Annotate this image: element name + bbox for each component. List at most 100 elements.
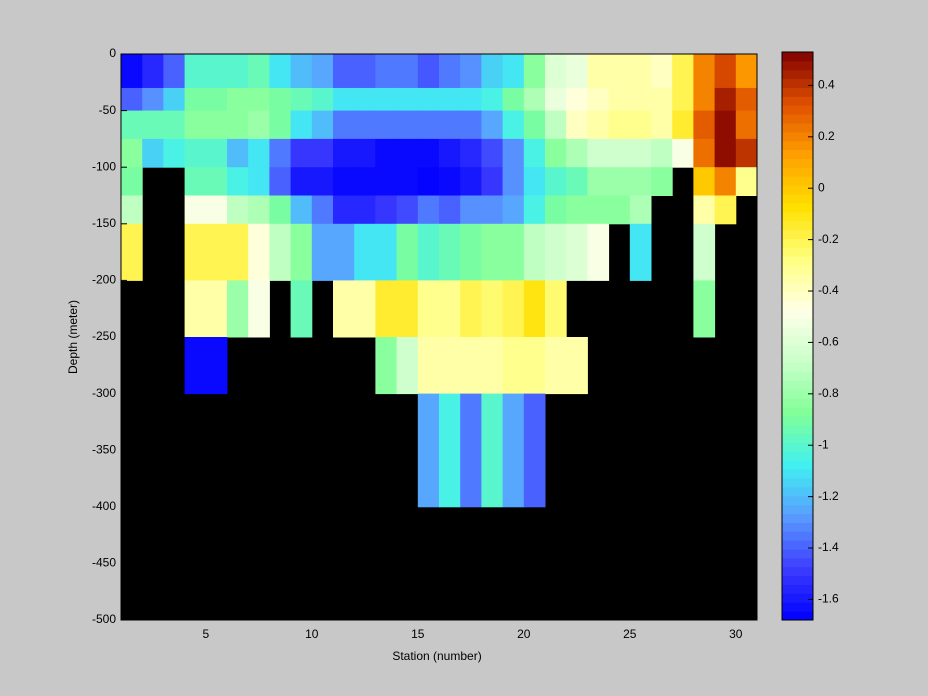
heat-cell xyxy=(523,110,546,140)
colorbar-swatch xyxy=(782,398,813,408)
heat-cell xyxy=(417,393,440,508)
heat-cell xyxy=(735,110,758,140)
heat-cell xyxy=(333,54,355,89)
heat-cell xyxy=(714,195,737,225)
heat-cell xyxy=(333,195,355,225)
heat-cell xyxy=(523,223,546,281)
heat-cell xyxy=(439,337,461,395)
colorbar-tick-label: 0.2 xyxy=(818,129,835,143)
colorbar-swatch xyxy=(782,424,813,435)
heat-cell xyxy=(333,280,355,338)
colorbar-tick-label: -1.2 xyxy=(818,489,839,503)
heat-cell xyxy=(587,110,610,140)
heat-cell xyxy=(354,87,376,112)
colorbar-swatch xyxy=(782,176,813,186)
heat-cell xyxy=(439,167,461,196)
heat-cell xyxy=(460,138,482,168)
heat-cell xyxy=(587,195,610,225)
colorbar-swatch xyxy=(782,273,813,284)
heat-cell xyxy=(184,110,207,140)
heat-cell xyxy=(163,110,186,140)
heat-cell xyxy=(311,138,334,168)
heat-cell xyxy=(396,138,419,168)
heat-cell xyxy=(227,110,249,140)
x-axis-label: Station (number) xyxy=(392,649,481,663)
heat-cell xyxy=(269,54,292,89)
heat-cell xyxy=(269,87,292,112)
heat-cell xyxy=(290,54,313,89)
heat-cell xyxy=(227,223,249,281)
heat-cell xyxy=(735,54,758,89)
heat-cell xyxy=(439,138,461,168)
colorbar-swatch xyxy=(782,149,813,159)
heat-cell xyxy=(439,393,461,508)
colorbar-swatch xyxy=(782,504,813,514)
heat-cell xyxy=(523,87,546,112)
heat-cell xyxy=(439,280,461,338)
heat-cell xyxy=(566,110,588,140)
heat-cell xyxy=(396,87,419,112)
heat-cell xyxy=(460,54,482,89)
heat-cell xyxy=(714,54,737,89)
heat-cell xyxy=(608,110,631,140)
heat-cell xyxy=(672,138,694,168)
colorbar-swatch xyxy=(782,238,813,248)
heat-cell xyxy=(651,87,673,112)
heat-cell xyxy=(375,223,398,281)
heat-cell xyxy=(566,167,588,196)
y-tick-label: -500 xyxy=(92,612,116,626)
heat-cell xyxy=(502,337,525,395)
colorbar-swatch xyxy=(782,60,813,71)
heat-cell xyxy=(693,280,716,338)
heat-cell xyxy=(523,393,546,508)
heat-cell xyxy=(227,280,249,338)
heat-cell xyxy=(269,195,292,225)
heat-cell xyxy=(269,138,292,168)
heat-cell xyxy=(608,167,631,196)
colorbar-swatch xyxy=(782,380,813,390)
colorbar-swatch xyxy=(782,451,813,461)
heat-cell xyxy=(417,280,440,338)
heat-cell xyxy=(184,167,207,196)
heat-cell xyxy=(460,337,482,395)
colorbar-swatch xyxy=(782,247,813,257)
heat-cell xyxy=(629,223,652,281)
heat-cell xyxy=(481,280,504,338)
heat-cell xyxy=(629,54,652,89)
heat-cell xyxy=(375,138,398,168)
heat-cell xyxy=(481,110,504,140)
y-tick-label: -50 xyxy=(99,103,117,117)
colorbar-swatch xyxy=(782,575,813,585)
colorbar-tick-label: -1.6 xyxy=(818,592,839,606)
heat-cell xyxy=(227,87,249,112)
heat-cell xyxy=(205,110,228,140)
colorbar-swatch xyxy=(782,131,813,142)
colorbar-tick-label: -0.4 xyxy=(818,283,839,297)
heat-cell xyxy=(714,138,737,168)
heat-cell xyxy=(523,138,546,168)
colorbar-swatch xyxy=(782,185,813,195)
heat-cell xyxy=(417,167,440,196)
heat-cell xyxy=(460,195,482,225)
heat-cell xyxy=(629,87,652,112)
heat-cell xyxy=(333,167,355,196)
heat-cell xyxy=(354,167,376,196)
heat-cell xyxy=(290,167,313,196)
heat-cell xyxy=(460,87,482,112)
heat-cell xyxy=(566,138,588,168)
x-tick-label: 25 xyxy=(623,627,637,641)
heat-cell xyxy=(545,223,567,281)
heat-cell xyxy=(545,54,567,89)
colorbar-swatch xyxy=(782,282,813,293)
colorbar-swatch xyxy=(782,300,813,310)
colorbar-swatch xyxy=(782,211,813,222)
heat-cell xyxy=(121,167,143,196)
heat-cell xyxy=(354,110,376,140)
heat-cell xyxy=(693,87,716,112)
heat-cell xyxy=(545,110,567,140)
heat-cell xyxy=(205,280,228,338)
heat-cell xyxy=(523,195,546,225)
heat-cell xyxy=(481,167,504,196)
heat-cell xyxy=(311,87,334,112)
